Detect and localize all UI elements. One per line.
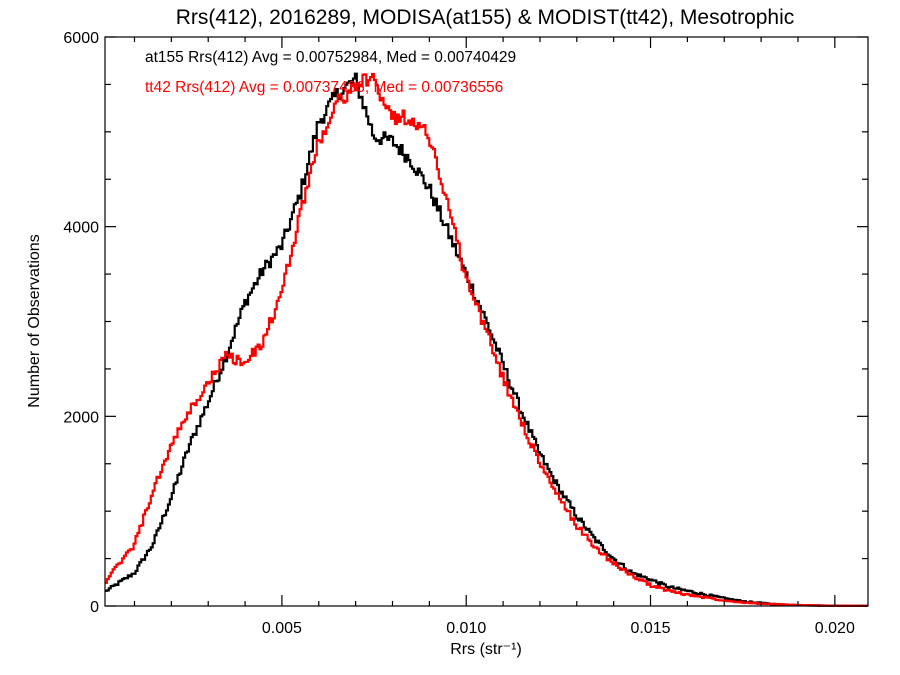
y-tick-label: 6000 bbox=[63, 30, 99, 47]
y-tick-label: 4000 bbox=[63, 220, 99, 237]
series-tt42 bbox=[105, 72, 868, 607]
y-tick-label: 2000 bbox=[63, 409, 99, 426]
chart-title: Rrs(412), 2016289, MODISA(at155) & MODIS… bbox=[176, 6, 795, 29]
x-tick-label: 0.015 bbox=[631, 620, 671, 637]
y-tick-label: 0 bbox=[90, 599, 99, 616]
x-axis-label: Rrs (str⁻¹) bbox=[450, 641, 522, 658]
series-layer bbox=[105, 72, 868, 608]
y-axis-label: Number of Observations bbox=[26, 234, 43, 407]
x-tick-label: 0.005 bbox=[262, 620, 302, 637]
axes-layer: 0.005 0.010 0.015 0.020 0 2000 4000 6000 bbox=[63, 30, 868, 637]
x-tick-label: 0.010 bbox=[446, 620, 486, 637]
annotation-tt42: tt42 Rrs(412) Avg = 0.00737436, Med = 0.… bbox=[145, 79, 503, 96]
x-tick-label: 0.020 bbox=[815, 620, 855, 637]
series-at155 bbox=[105, 72, 868, 608]
annotation-at155: at155 Rrs(412) Avg = 0.00752984, Med = 0… bbox=[145, 49, 516, 66]
